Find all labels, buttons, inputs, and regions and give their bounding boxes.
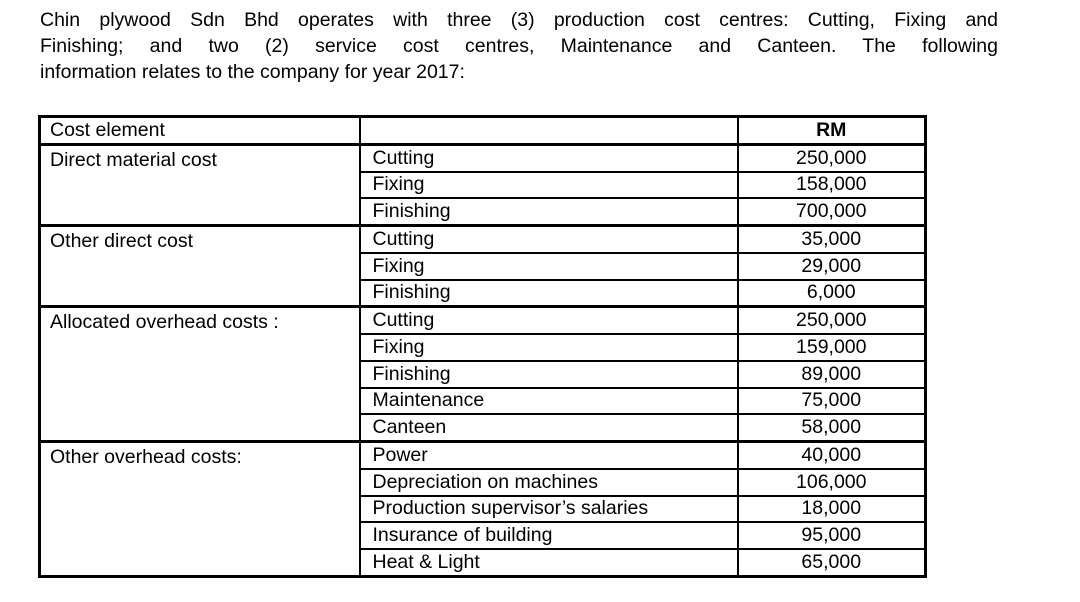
table-row: Finishing 700,000 bbox=[40, 197, 927, 227]
cost-item: Finishing bbox=[358, 197, 739, 227]
intro-paragraph: Chin plywood Sdn Bhd operates with three… bbox=[40, 7, 998, 85]
cost-amount: 159,000 bbox=[736, 333, 927, 362]
cost-item: Power bbox=[358, 440, 739, 470]
cost-amount: 700,000 bbox=[736, 197, 927, 227]
cost-amount: 35,000 bbox=[736, 224, 927, 254]
cost-amount: 58,000 bbox=[736, 413, 927, 443]
intro-line: Finishing; and two (2) service cost cent… bbox=[40, 35, 998, 57]
cost-item: Finishing bbox=[358, 359, 739, 389]
cost-item: Maintenance bbox=[358, 386, 739, 416]
cost-item: Cutting bbox=[358, 224, 739, 254]
table-row: Canteen 58,000 bbox=[40, 413, 927, 443]
cost-item: Fixing bbox=[358, 170, 739, 200]
cost-item: Finishing bbox=[358, 278, 739, 308]
table-row: Direct material cost Cutting 250,000 bbox=[38, 142, 927, 227]
col-header-detail bbox=[358, 115, 739, 146]
cost-item: Production supervisor’s salaries bbox=[358, 494, 739, 524]
cost-item: Insurance of building bbox=[358, 521, 739, 551]
table-row: Insurance of building 95,000 bbox=[40, 521, 927, 551]
table-row: Heat & Light 65,000 bbox=[40, 548, 927, 578]
cost-amount: 250,000 bbox=[736, 142, 927, 173]
cost-item: Canteen bbox=[358, 413, 739, 443]
cost-amount: 18,000 bbox=[736, 494, 927, 524]
col-header-cost-element: Cost element bbox=[38, 115, 361, 146]
cost-item: Heat & Light bbox=[358, 548, 739, 578]
cost-item: Fixing bbox=[358, 251, 739, 281]
table-header-row: Cost element RM bbox=[38, 115, 927, 146]
cost-amount: 40,000 bbox=[736, 440, 927, 470]
cost-amount: 65,000 bbox=[736, 548, 927, 578]
intro-line: information relates to the company for y… bbox=[40, 61, 465, 83]
group-label-direct-material-cost: Direct material cost bbox=[38, 142, 361, 227]
group-label-allocated-overhead-costs: Allocated overhead costs : bbox=[38, 305, 361, 443]
col-header-rm: RM bbox=[736, 115, 927, 146]
table-row: Depreciation on machines 106,000 bbox=[40, 467, 927, 497]
group-label-other-overhead-costs: Other overhead costs: bbox=[38, 440, 361, 578]
cost-item: Fixing bbox=[358, 333, 739, 362]
cost-table: Cost element RM Direct material cost Cut… bbox=[38, 115, 927, 578]
cost-amount: 250,000 bbox=[736, 305, 927, 336]
cost-amount: 89,000 bbox=[736, 359, 927, 389]
table-row: Allocated overhead costs : Cutting 250,0… bbox=[38, 305, 927, 443]
table-row: Maintenance 75,000 bbox=[40, 386, 927, 416]
table-row: Fixing 158,000 bbox=[40, 170, 927, 200]
cost-amount: 6,000 bbox=[736, 278, 927, 308]
table-row: Production supervisor’s salaries 18,000 bbox=[40, 494, 927, 524]
group-label-other-direct-cost: Other direct cost bbox=[38, 224, 361, 308]
table-row: Other overhead costs: Power 40,000 bbox=[38, 440, 927, 578]
cost-item: Cutting bbox=[358, 305, 739, 336]
cost-item: Depreciation on machines bbox=[358, 467, 739, 497]
cost-amount: 158,000 bbox=[736, 170, 927, 200]
cost-amount: 75,000 bbox=[736, 386, 927, 416]
table-row: Fixing 29,000 bbox=[40, 251, 927, 281]
cost-amount: 95,000 bbox=[736, 521, 927, 551]
table-row: Other direct cost Cutting 35,000 bbox=[38, 224, 927, 308]
cost-item: Cutting bbox=[358, 142, 739, 173]
table-row: Finishing 89,000 bbox=[40, 359, 927, 389]
table-row: Fixing 159,000 bbox=[40, 333, 927, 362]
intro-line: Chin plywood Sdn Bhd operates with three… bbox=[40, 9, 998, 31]
cost-amount: 106,000 bbox=[736, 467, 927, 497]
cost-amount: 29,000 bbox=[736, 251, 927, 281]
table-row: Finishing 6,000 bbox=[40, 278, 927, 308]
